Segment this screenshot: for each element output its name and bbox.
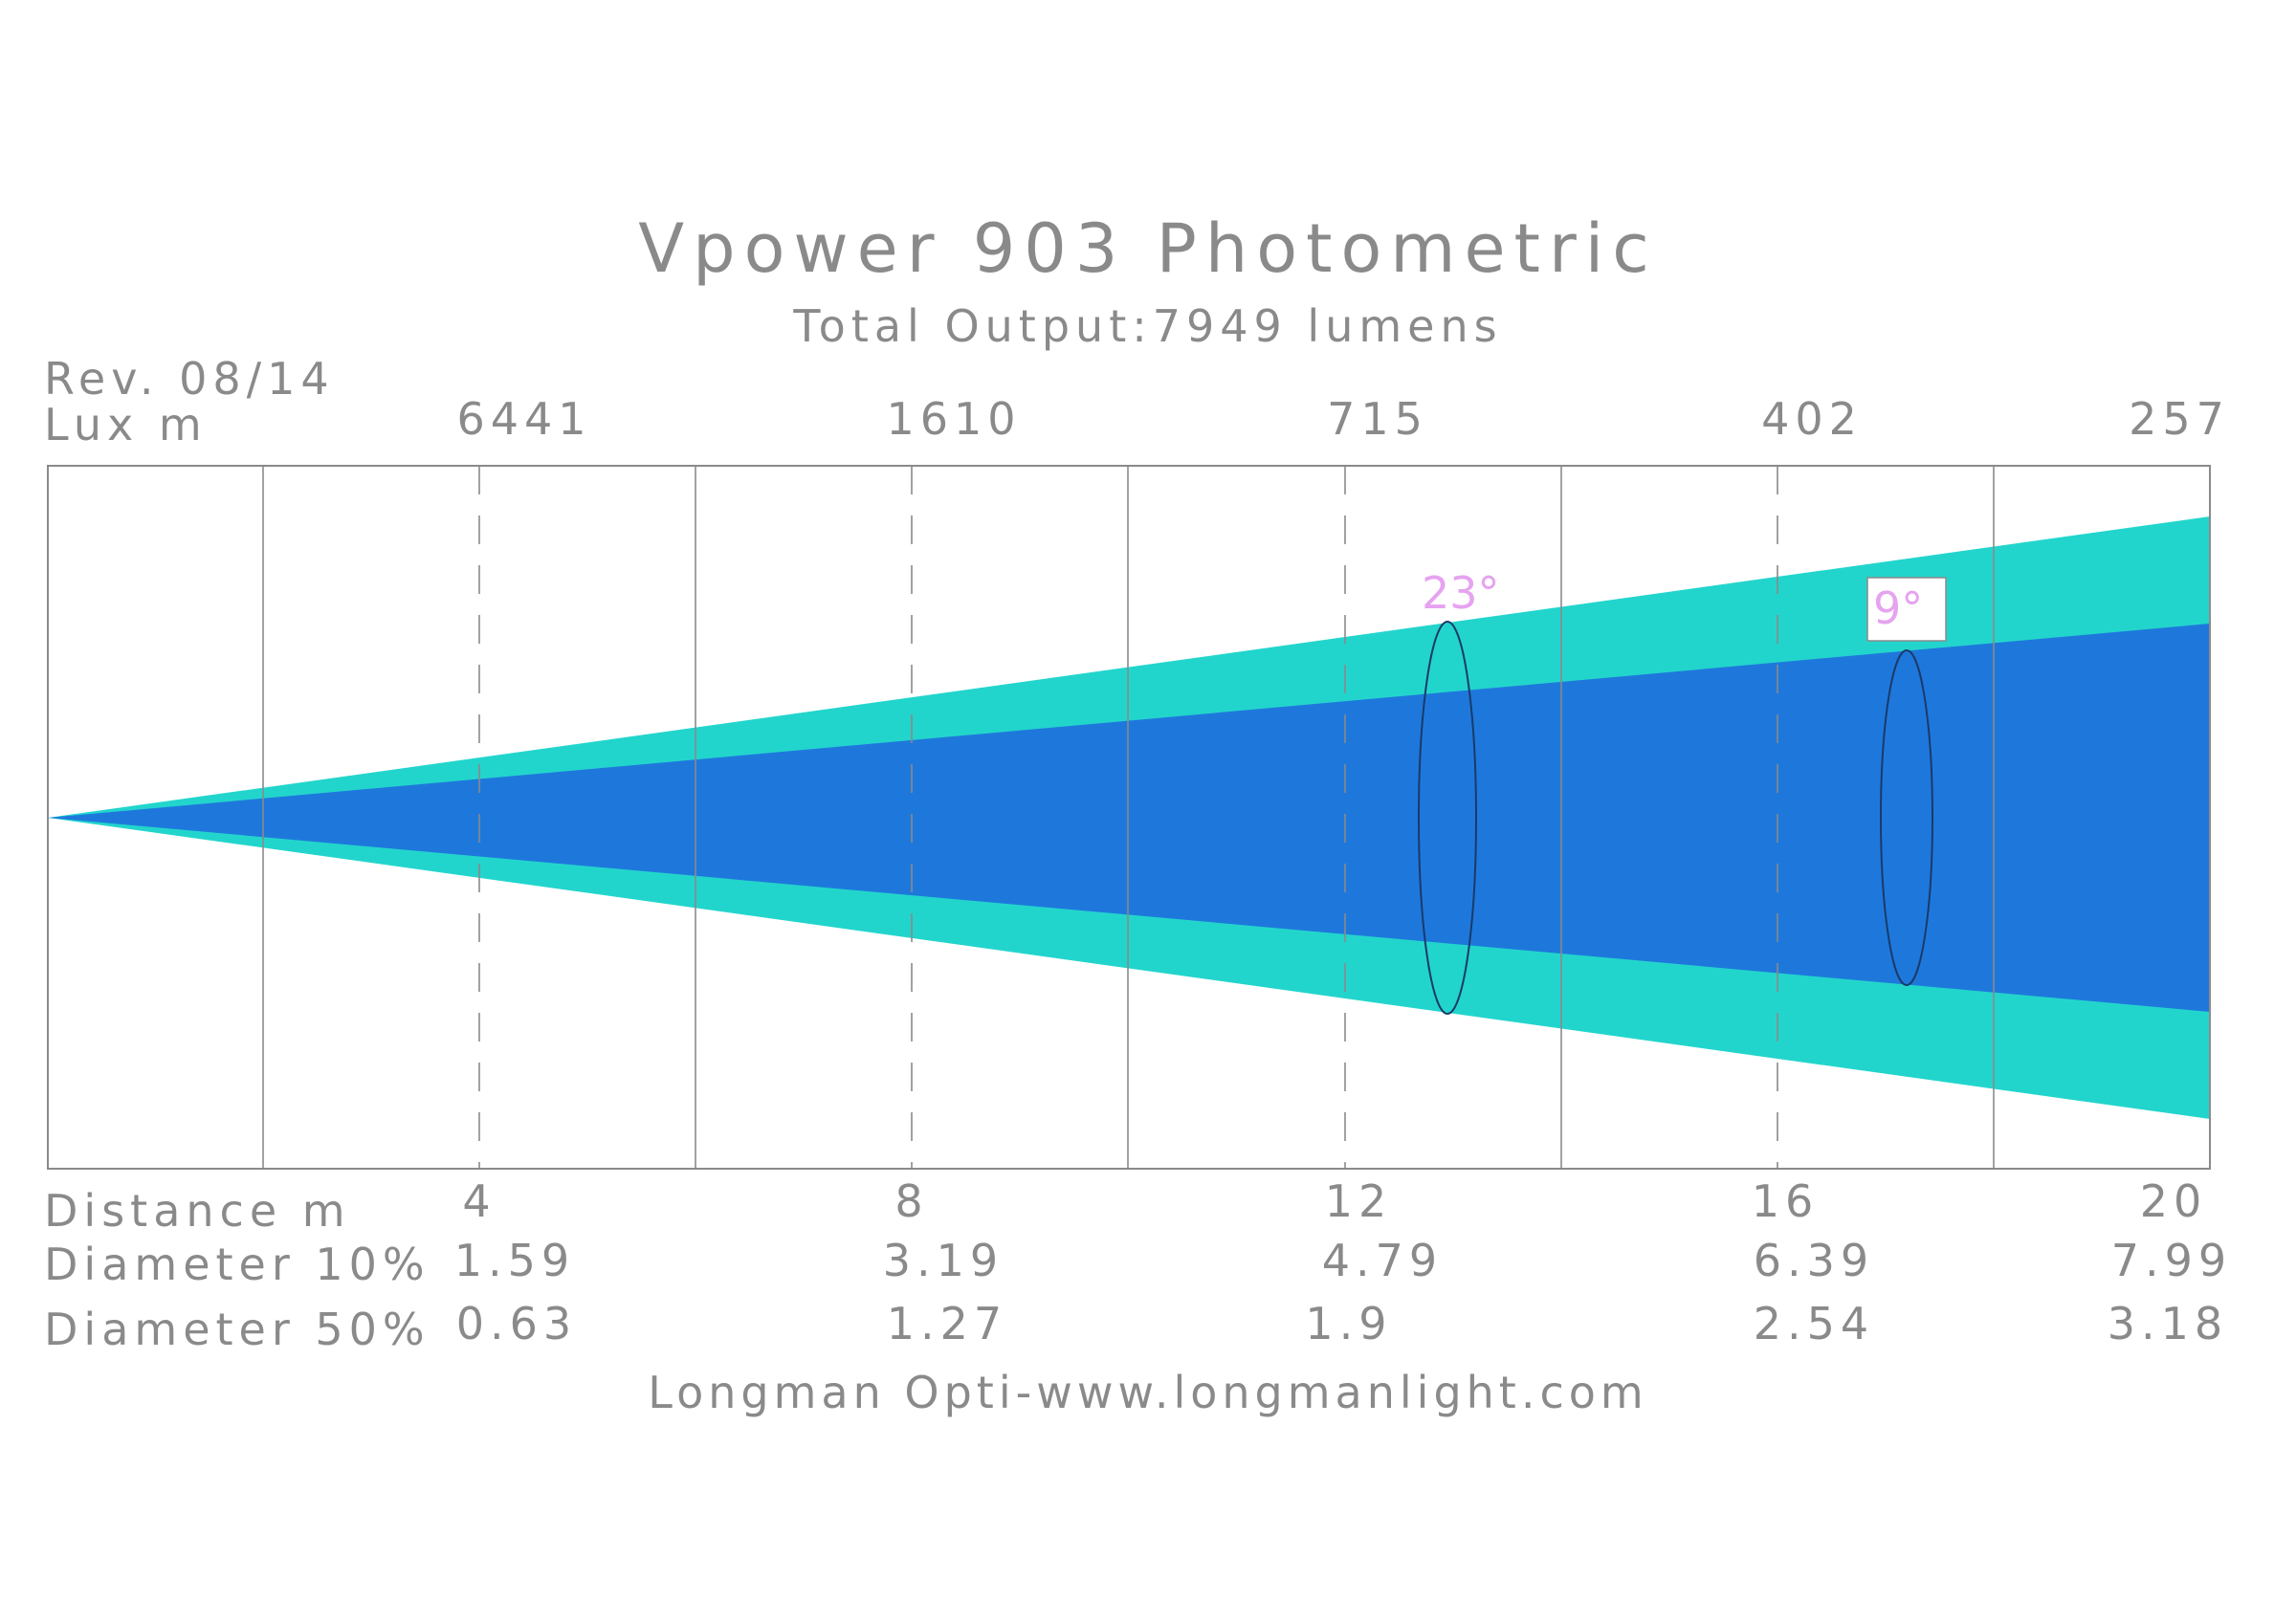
lux-value: 6441: [456, 393, 591, 445]
diameter50-value: 1.9: [1305, 1298, 1392, 1349]
diagram-title: Vpower 903 Photometric: [638, 209, 1657, 288]
distance-value: 20: [2140, 1175, 2208, 1227]
beam-angle-label: 9°: [1873, 582, 1923, 634]
diameter50-value: 3.18: [2108, 1298, 2228, 1349]
diameter10-value: 7.99: [2111, 1235, 2232, 1286]
beam-angle-ellipse: [1880, 649, 1933, 986]
diameter10-value: 3.19: [883, 1235, 1004, 1286]
lux-value: 715: [1327, 393, 1428, 445]
diameter10-value: 6.39: [1754, 1235, 1874, 1286]
revision-label: Rev. 08/14: [44, 353, 335, 405]
beam-cone-50pct: [48, 624, 2210, 1012]
diameter50-value: 2.54: [1754, 1298, 1874, 1349]
diameter50-label: Diameter 50%: [44, 1304, 430, 1355]
diameter10-value: 4.79: [1322, 1235, 1443, 1286]
diameter10-label: Diameter 10%: [44, 1239, 430, 1290]
lux-value: 1610: [886, 393, 1021, 445]
footer-credit: Longman Opti-www.longmanlight.com: [648, 1367, 1647, 1418]
distance-value: 16: [1752, 1175, 1820, 1227]
lux-value: 257: [2129, 393, 2230, 445]
total-output: Total Output:7949 lumens: [792, 300, 1502, 352]
distance-value: 4: [462, 1175, 496, 1227]
diameter10-value: 1.59: [454, 1235, 575, 1286]
diameter50-value: 1.27: [887, 1298, 1007, 1349]
beam-angle-label-box: [1866, 577, 1947, 642]
lux-value: 402: [1761, 393, 1863, 445]
diagram-frame: [47, 465, 2211, 1170]
distance-label: Distance m: [44, 1185, 351, 1237]
lux-label: Lux m: [44, 399, 208, 450]
field-angle-ellipse: [1418, 621, 1477, 1015]
distance-value: 12: [1325, 1175, 1393, 1227]
field-angle-label: 23°: [1422, 567, 1500, 619]
diameter50-value: 0.63: [456, 1298, 577, 1349]
distance-value: 8: [894, 1175, 928, 1227]
